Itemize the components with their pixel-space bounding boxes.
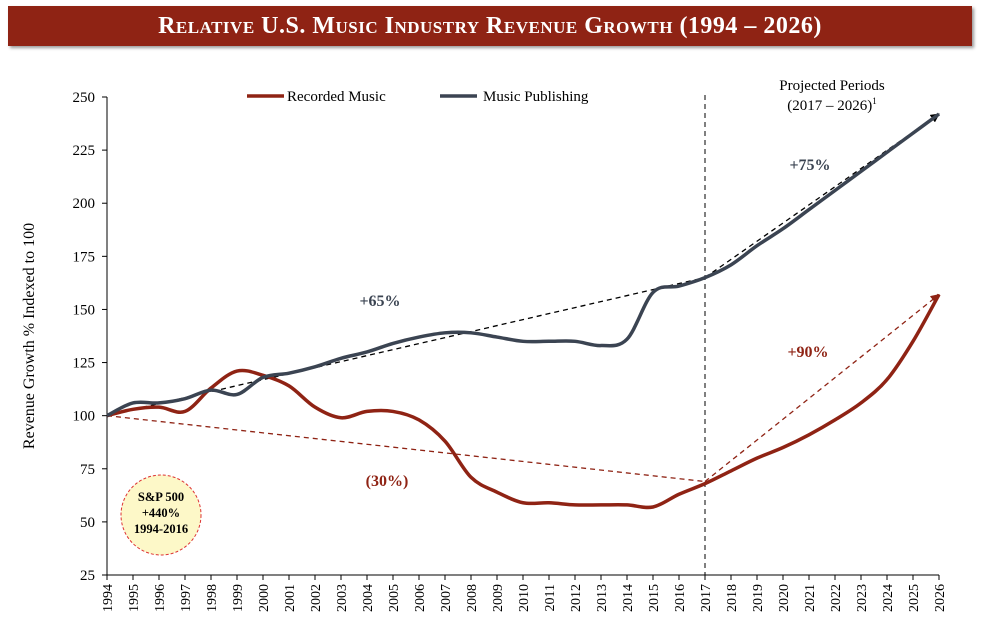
trend-arrow [106,415,706,483]
projection-label: Projected Periods [779,78,885,94]
y-tick-label: 150 [73,302,96,318]
y-tick-label: 50 [80,515,95,531]
legend-label: Recorded Music [287,89,386,105]
x-tick-label: 2019 [751,584,766,612]
sp500-callout-text: +440% [142,506,180,520]
sp500-callout [120,474,202,556]
x-tick-label: 2007 [439,584,454,612]
x-tick-label: 1994 [101,584,116,612]
sp500-callout-text: S&P 500 [138,490,184,504]
trend-label: +65% [359,293,400,310]
x-tick-label: 2008 [465,584,480,612]
x-tick-label: 2012 [569,584,584,612]
y-tick-label: 200 [73,196,96,212]
x-tick-label: 2001 [283,584,298,612]
y-tick-label: 225 [73,143,96,159]
sp500-callout-text: 1994-2016 [134,522,188,536]
trend-label: +90% [787,344,828,361]
x-tick-label: 1998 [205,584,220,612]
x-tick-label: 2017 [699,584,714,612]
x-tick-label: 1996 [153,584,168,612]
x-tick-label: 1997 [179,584,194,612]
trend-arrow [704,294,940,483]
x-tick-label: 2023 [855,584,870,612]
x-tick-label: 2010 [517,584,532,612]
x-tick-label: 2022 [829,584,844,612]
x-tick-label: 2020 [777,584,792,612]
chart-title: Relative U.S. Music Industry Revenue Gro… [8,6,972,46]
x-tick-label: 2025 [907,584,922,612]
x-tick-label: 2015 [647,584,662,612]
x-tick-label: 1999 [231,584,246,612]
x-tick-label: 1995 [127,584,142,612]
legend-label: Music Publishing [483,89,589,105]
x-tick-label: 2004 [361,584,376,612]
x-tick-label: 2014 [621,584,636,612]
x-tick-label: 2003 [335,584,350,612]
y-tick-label: 75 [80,462,95,478]
y-tick-label: 250 [73,90,96,106]
x-tick-label: 2002 [309,584,324,612]
projection-range: (2017 – 2026)1 [787,96,877,114]
trend-label: (30%) [366,473,409,490]
x-tick-label: 2021 [803,584,818,612]
x-tick-label: 2016 [673,584,688,612]
y-axis-label: Revenue Growth % Indexed to 100 [21,223,38,449]
x-tick-label: 2006 [413,584,428,612]
x-tick-label: 2000 [257,584,272,612]
x-tick-label: 2024 [881,584,896,612]
y-tick-label: 125 [73,356,96,372]
x-tick-label: 2013 [595,584,610,612]
x-tick-label: 2018 [725,584,740,612]
trend-label: +75% [789,157,830,174]
x-tick-label: 2026 [933,584,948,612]
x-tick-label: 2011 [543,584,558,611]
x-tick-label: 2009 [491,584,506,612]
x-tick-label: 2005 [387,584,402,612]
y-tick-label: 25 [80,568,95,584]
y-tick-label: 100 [73,409,96,425]
series-line-recorded-music [106,293,941,510]
y-tick-label: 175 [73,249,96,265]
